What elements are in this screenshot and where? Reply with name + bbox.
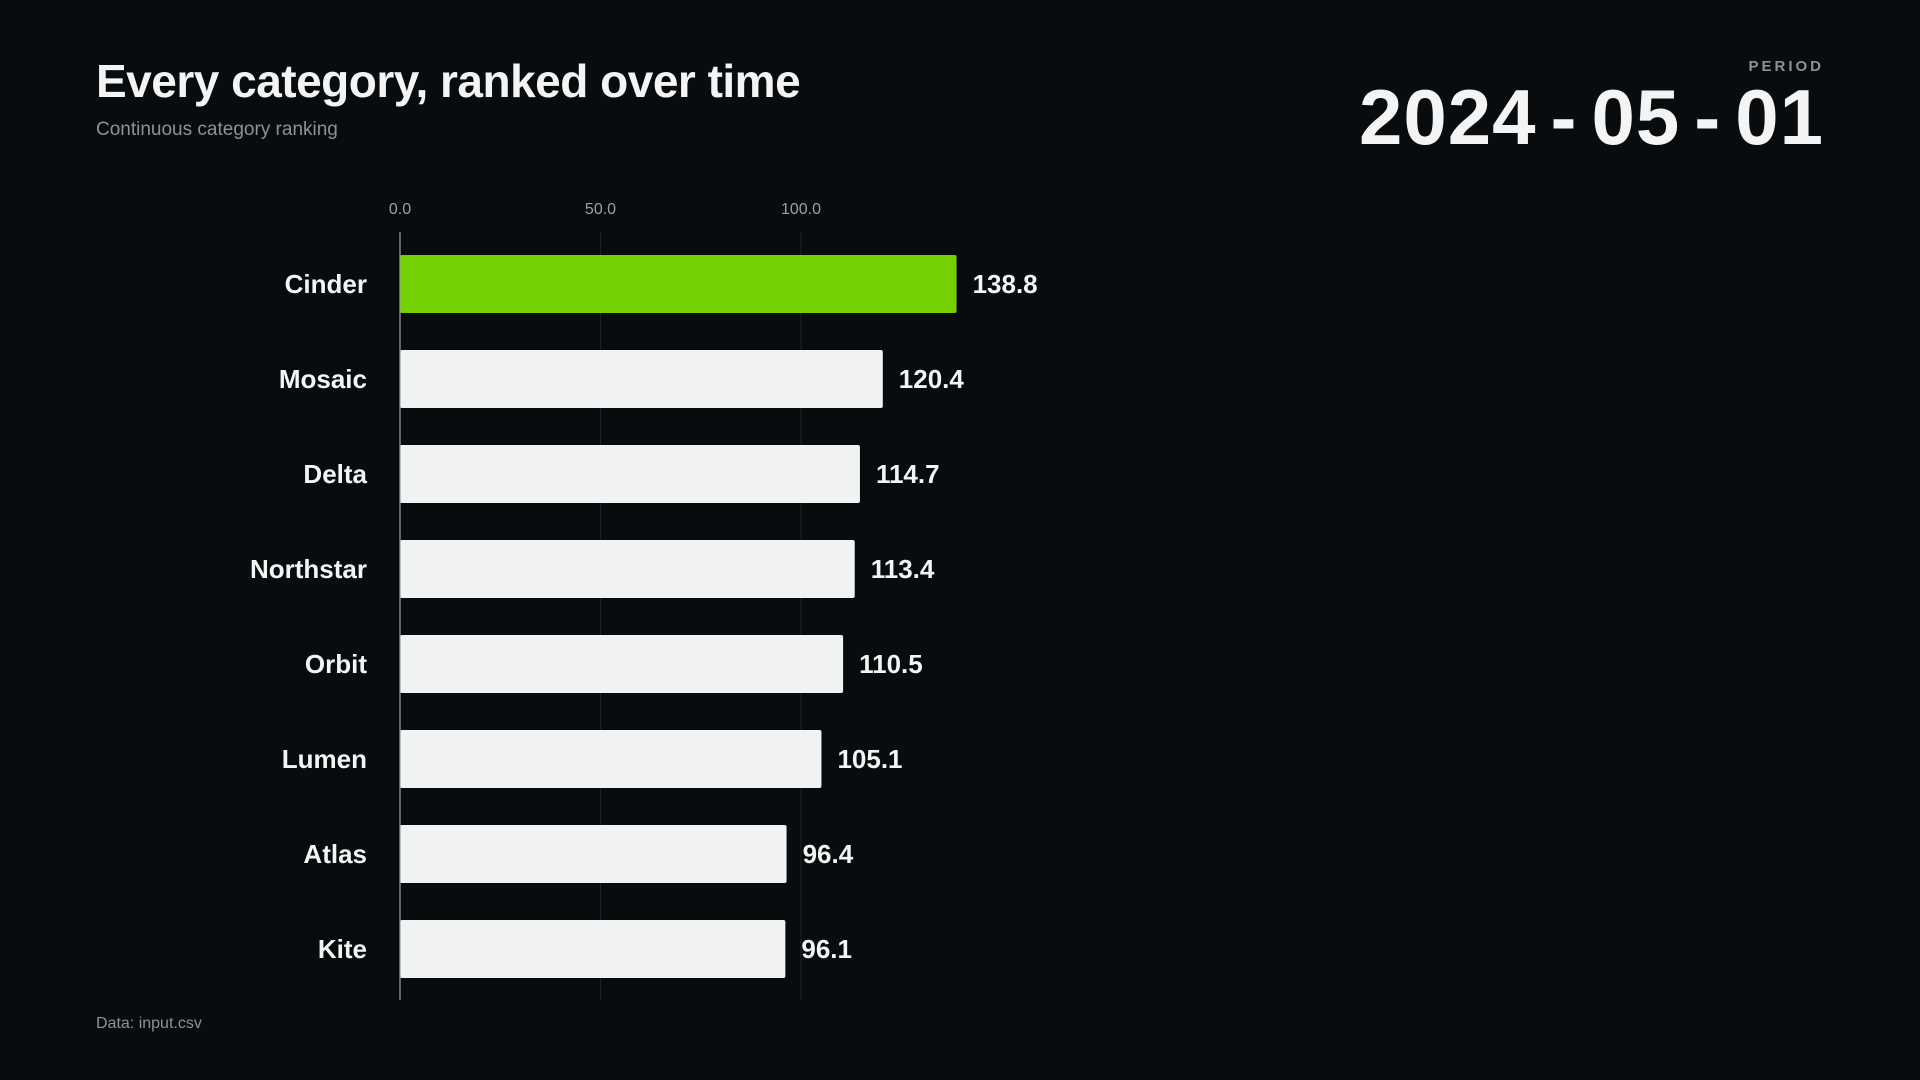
bar-atlas: [400, 825, 787, 883]
bar-lumen: [400, 730, 822, 788]
value-label: 96.4: [803, 839, 854, 869]
value-label: 114.7: [876, 459, 940, 489]
gridlines: [600, 232, 802, 1000]
bar-northstar: [400, 540, 855, 598]
chart-title: Every category, ranked over time: [96, 55, 801, 107]
value-label: 113.4: [871, 554, 935, 584]
bar-orbit: [400, 635, 844, 693]
x-tick-label: 100.0: [781, 201, 821, 218]
x-tick-label: 50.0: [585, 201, 616, 218]
value-label: 120.4: [899, 364, 965, 394]
category-label: Cinder: [285, 269, 367, 299]
category-label: Orbit: [305, 649, 367, 679]
category-label: Mosaic: [279, 364, 367, 394]
category-label: Northstar: [250, 554, 367, 584]
period-label: PERIOD: [1748, 58, 1824, 75]
value-label: 110.5: [859, 649, 923, 679]
bar-cinder: [400, 255, 957, 313]
bar-kite: [400, 920, 786, 978]
category-label: Lumen: [282, 744, 367, 774]
bar-mosaic: [400, 350, 883, 408]
category-label: Atlas: [303, 839, 367, 869]
category-labels: Cinder Mosaic Delta Northstar Orbit Lumen Atla…: [250, 269, 368, 964]
chart-subtitle: Continuous category ranking: [96, 119, 338, 140]
period-value: 2024-05-01: [1358, 73, 1824, 161]
value-label: 138.8: [973, 269, 1038, 299]
value-labels: 138.8 120.4 114.7 113.4 110.5 105.1 96.4 96.1: [801, 269, 1037, 964]
bar-delta: [400, 445, 860, 503]
data-source-note: Data: input.csv: [96, 1015, 202, 1032]
category-label: Kite: [318, 934, 367, 964]
value-label: 105.1: [837, 744, 902, 774]
category-label: Delta: [303, 459, 367, 489]
value-label: 96.1: [801, 934, 852, 964]
bars: [400, 255, 957, 978]
x-axis-ticks: 0.0 50.0 100.0: [389, 201, 821, 218]
x-tick-label: 0.0: [389, 201, 411, 218]
